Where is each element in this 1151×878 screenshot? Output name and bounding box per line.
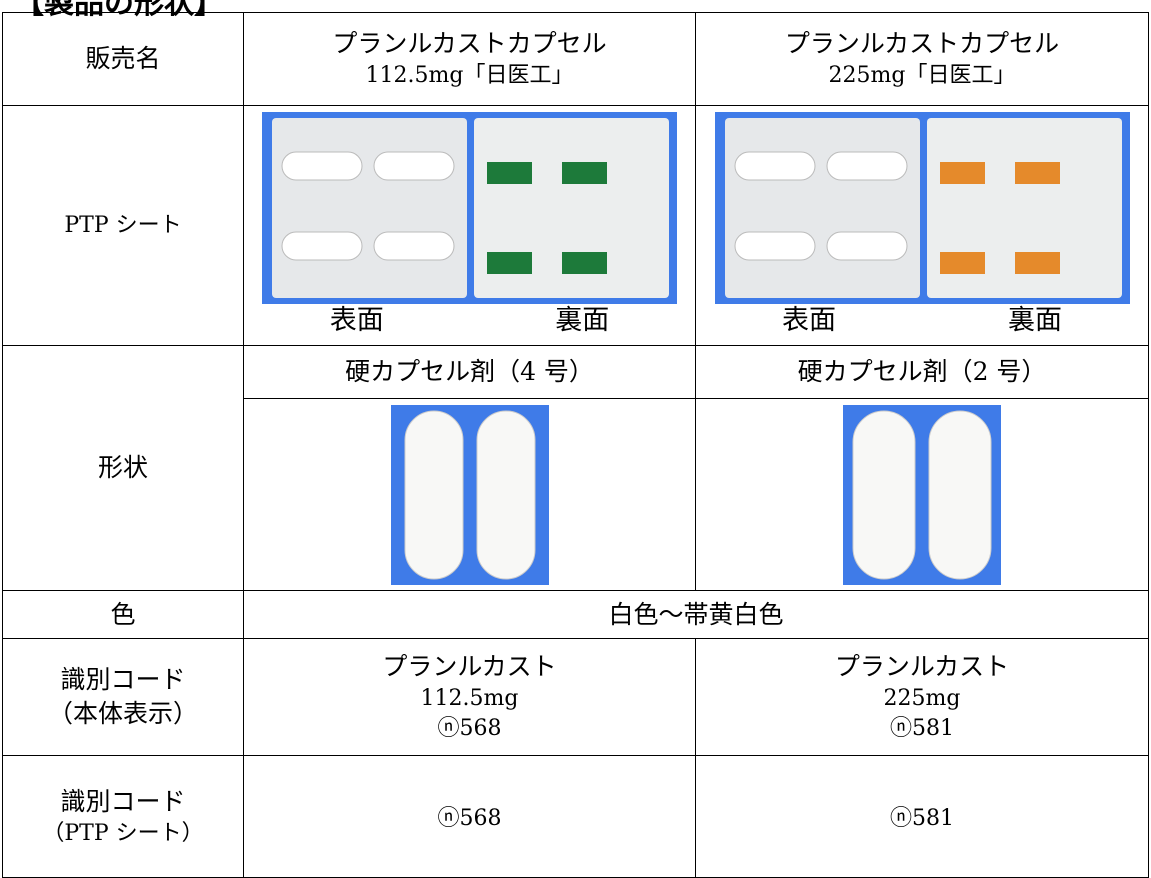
cell: ⓝ581 [695, 755, 1149, 878]
label: 識別コード [60, 665, 186, 695]
text: ⓝ568 [437, 715, 502, 741]
caption: 裏面 [1008, 305, 1062, 337]
row [3, 398, 1149, 591]
text: ⓝ581 [890, 805, 954, 831]
cell: 表面 裏面 [695, 105, 1149, 346]
label: PTP シート [64, 212, 182, 238]
text: 112.5mg [420, 686, 519, 712]
cell: プランルカスト 112.5mg ⓝ568 [243, 638, 696, 756]
text: ⓝ581 [890, 715, 954, 741]
text: プランルカスト [382, 652, 557, 682]
text: プランルカスト [834, 652, 1010, 682]
text: 225mg「日医工」 [828, 63, 1016, 89]
row: PTP シート 表面 裏面 表面 裏面 [2, 105, 1149, 346]
label: （本体表示） [47, 699, 198, 728]
caption: 表面 [782, 305, 836, 337]
row: 識別コード （PTP シート） ⓝ568 ⓝ581 [2, 755, 1149, 878]
row: 識別コード （本体表示） プランルカスト 112.5mg ⓝ568 プランルカスト 22… [2, 638, 1149, 756]
text: 112.5mg「日医工」 [365, 63, 574, 89]
cell: プランルカスト 225mg ⓝ581 [695, 638, 1149, 756]
caption: 表面 [329, 305, 384, 337]
product-table: 販売名 プランルカストカプセル 112.5mg「日医工」 プランルカストカプセル 2… [2, 12, 1149, 878]
label: （PTP シート） [42, 820, 204, 846]
capsule-image [843, 404, 1001, 585]
label: 形状 [97, 453, 148, 483]
captions: 表面 裏面 [696, 304, 1148, 340]
cell [695, 398, 1149, 591]
ptp-image [714, 111, 1130, 304]
caption: 裏面 [555, 305, 610, 337]
text: 225mg [883, 686, 961, 712]
label-cell: 識別コード （PTP シート） [2, 755, 244, 878]
label-cell: PTP シート [2, 105, 244, 346]
cell: プランルカストカプセル 225mg「日医工」 [695, 12, 1149, 106]
text: 白色～帯黄白色 [608, 599, 784, 629]
ptp-image [262, 111, 677, 304]
label-cell: 識別コード （本体表示） [2, 638, 244, 756]
cell: 硬カプセル剤（4 号） [243, 345, 696, 399]
row: 販売名 プランルカストカプセル 112.5mg「日医工」 プランルカストカプセル 2… [2, 12, 1149, 106]
cell: 硬カプセル剤（2 号） [695, 345, 1149, 399]
capsule-image [390, 404, 549, 585]
text: プランルカストカプセル [784, 29, 1060, 59]
label-cell: 色 [2, 590, 244, 639]
label-cell: 販売名 [2, 12, 244, 106]
label: 色 [110, 599, 136, 629]
label-cell: 形状 [2, 345, 244, 591]
text: ⓝ568 [437, 805, 502, 831]
label: 識別コード [60, 786, 186, 816]
cell [243, 398, 696, 591]
cell: 白色～帯黄白色 [243, 590, 1149, 639]
cell: 表面 裏面 [243, 105, 696, 346]
text: 硬カプセル剤（2 号） [797, 357, 1047, 387]
cell: プランルカストカプセル 112.5mg「日医工」 [243, 12, 696, 106]
row: 形状 硬カプセル剤（4 号） 硬カプセル剤（2 号） [2, 345, 1149, 591]
label: 販売名 [85, 44, 161, 74]
row: 色 白色～帯黄白色 [2, 590, 1149, 639]
cell: ⓝ568 [243, 755, 696, 878]
text: プランルカストカプセル [332, 29, 607, 59]
text: 硬カプセル剤（4 号） [345, 357, 594, 387]
captions: 表面 裏面 [244, 304, 695, 340]
